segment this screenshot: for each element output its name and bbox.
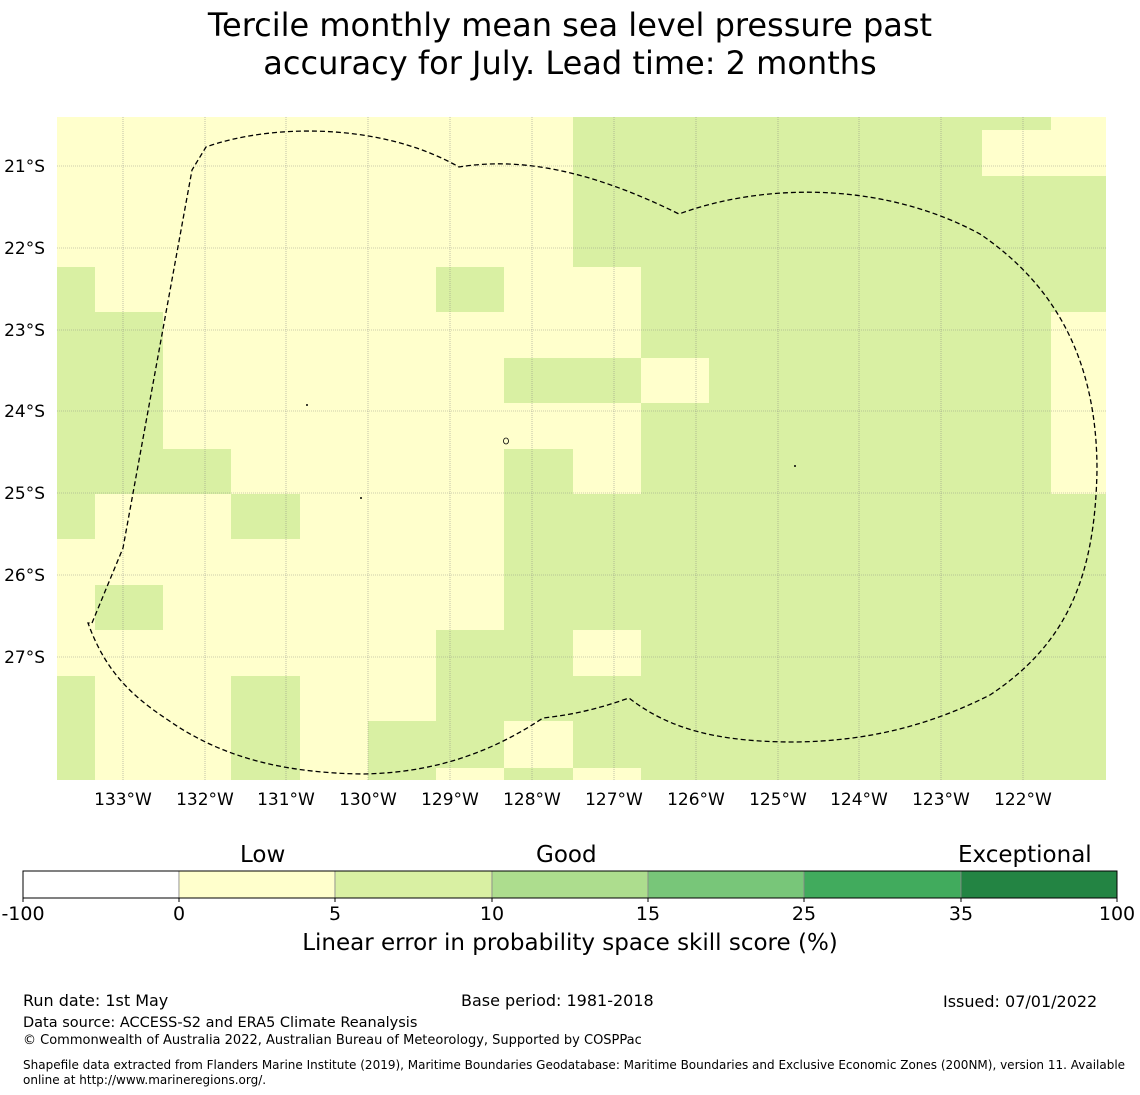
longitude-label: 133°W (94, 790, 152, 810)
colorbar-category-exceptional: Exceptional (958, 842, 1092, 868)
longitude-label: 129°W (421, 790, 479, 810)
latitude-label: 23°S (4, 321, 45, 341)
colorbar-tick-label: 25 (792, 903, 816, 925)
colorbar-segment (178, 870, 336, 899)
colorbar-tick-label: 15 (636, 903, 660, 925)
latitude-labels: 21°S 22°S 23°S 24°S 25°S 26°S 27°S (4, 157, 45, 668)
colorbar-category-low: Low (240, 842, 286, 868)
colorbar-category-good: Good (536, 842, 597, 868)
longitude-label: 122°W (994, 790, 1052, 810)
longitude-label: 132°W (176, 790, 234, 810)
colorbar-tick-label: -100 (1, 903, 44, 925)
colorbar: -100 0 5 10 15 25 35 100 (1, 870, 1135, 925)
shapefile-credit-line-1: Shapefile data extracted from Flanders M… (23, 1058, 1126, 1072)
longitude-labels: 133°W 132°W 131°W 130°W 129°W 128°W 127°W 126°W… (94, 790, 1052, 810)
map-title-line-1: Tercile monthly mean sea level pressure … (207, 6, 933, 44)
islands (306, 404, 796, 499)
latitude-label: 26°S (4, 566, 45, 586)
colorbar-segment (491, 870, 649, 899)
map-title: Tercile monthly mean sea level pressure … (0, 6, 1140, 82)
run-date: Run date: 1st May (23, 991, 169, 1010)
colorbar-ticks: -100 0 5 10 15 25 35 100 (1, 898, 1135, 925)
colorbar-tick-label: 100 (1099, 903, 1135, 925)
longitude-label: 127°W (585, 790, 643, 810)
data-source: Data source: ACCESS-S2 and ERA5 Climate … (23, 1015, 418, 1031)
colorbar-tick-label: 0 (173, 903, 185, 925)
latitude-label: 21°S (4, 157, 45, 177)
colorbar-tick-label: 35 (949, 903, 973, 925)
longitude-label: 128°W (503, 790, 561, 810)
longitude-label: 126°W (667, 790, 725, 810)
longitude-label: 123°W (912, 790, 970, 810)
colorbar-segment (22, 870, 180, 899)
colorbar-tick-label: 5 (329, 903, 341, 925)
colorbar-tick-label: 10 (480, 903, 504, 925)
colorbar-segment (960, 870, 1118, 899)
base-period: Base period: 1981-2018 (461, 991, 654, 1010)
latitude-label: 22°S (4, 239, 45, 259)
colorbar-segment (803, 870, 962, 899)
issued-date: Issued: 07/01/2022 (943, 992, 1098, 1011)
latitude-label: 24°S (4, 402, 45, 422)
colorbar-segment (647, 870, 805, 899)
longitude-label: 130°W (339, 790, 397, 810)
eez-boundary (87, 130, 1098, 775)
skill-grid (57, 117, 1106, 780)
latitude-label: 25°S (4, 484, 45, 504)
longitude-label: 125°W (749, 790, 807, 810)
map-plot: 21°S22°S23°S24°S25°S26°S27°S 133°W 132°W 1… (4, 117, 1106, 810)
map-title-line-2: accuracy for July. Lead time: 2 months (263, 44, 877, 82)
colorbar-segments (22, 870, 1118, 899)
copyright: © Commonwealth of Australia 2022, Austra… (23, 1033, 642, 1048)
colorbar-label: Linear error in probability space skill … (302, 930, 838, 956)
colorbar-segment (334, 870, 493, 899)
latitude-label: 27°S (4, 648, 45, 668)
shapefile-credit-line-2: online at http://www.marineregions.org/. (23, 1073, 267, 1087)
longitude-label: 124°W (830, 790, 888, 810)
longitude-label: 131°W (257, 790, 315, 810)
